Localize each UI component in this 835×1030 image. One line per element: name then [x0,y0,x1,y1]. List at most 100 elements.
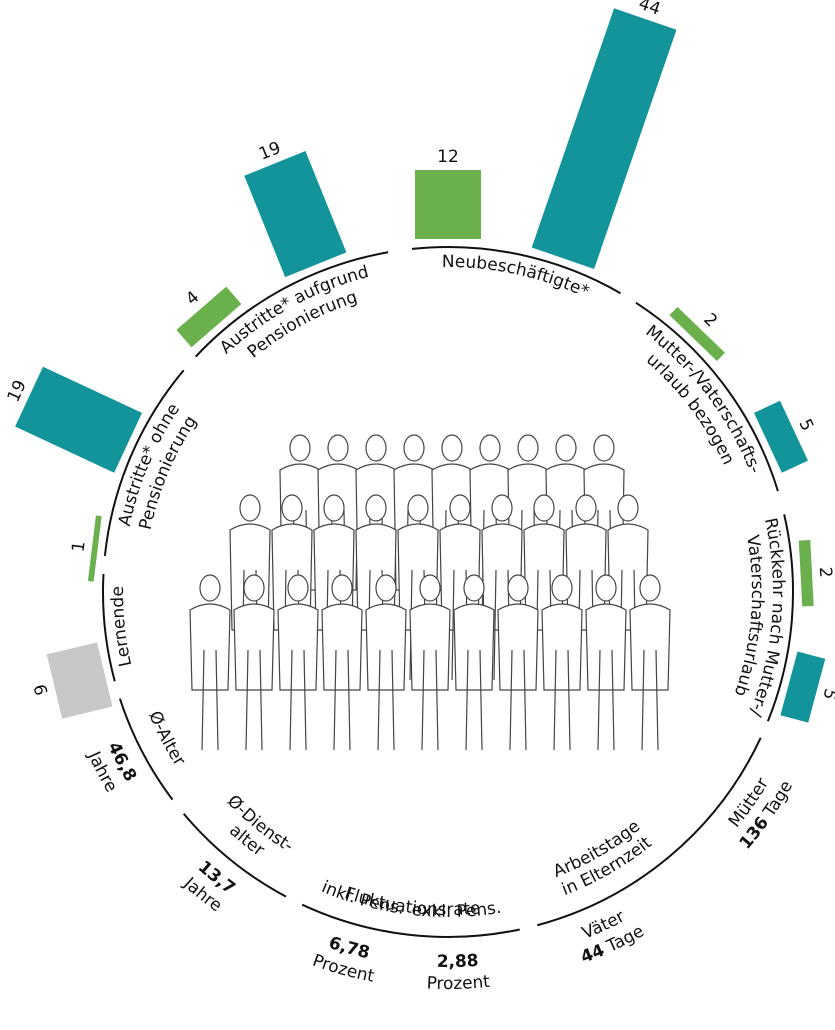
bar [753,400,808,473]
text-path: Ø-Alter [144,708,189,769]
text-path: inkl. Pens. [319,877,406,919]
bar-value: 44 [636,0,663,20]
person [453,574,495,751]
people-illustration [189,434,671,751]
bar-group: 12 [415,147,481,239]
arc-segment [118,698,174,801]
text-path: Lernende [108,586,136,668]
arc-segment [635,301,779,492]
bar-group: 9 [31,642,113,719]
person-head [323,494,345,522]
person [481,494,523,681]
person [541,574,583,751]
bar [669,306,725,361]
arc-segment [194,251,389,358]
bar [798,539,814,607]
bar-value: 12 [437,147,459,167]
person-head [243,574,265,602]
person [409,574,451,751]
person [497,574,539,751]
person-head [533,494,555,522]
arc-segment [182,813,287,898]
bar-value: 19 [256,138,284,165]
bar-group: 1 [68,515,102,582]
person-head [365,434,387,462]
bar [780,651,826,723]
person-head [449,494,471,522]
bar [87,515,102,582]
person-head [507,574,529,602]
person-head [639,574,661,602]
person-head [479,434,501,462]
curved-text: inkl. Pens. [319,877,406,919]
arc-segment [103,369,185,557]
person [365,574,407,751]
person-head [555,434,577,462]
person-head [287,574,309,602]
person [277,574,319,751]
text: Prozent [426,972,491,994]
person-body [189,603,231,751]
person-body [233,603,275,751]
bar-value: 1 [68,540,89,553]
bar [15,366,143,473]
bar-group: 19 [244,138,347,278]
bar [415,170,481,239]
bar-value: 2 [815,566,835,578]
person-head [199,574,221,602]
text-path: Prozent [426,972,491,994]
bar [531,8,677,269]
person-body [629,603,671,751]
arc-segment [301,903,520,938]
person-head [617,494,639,522]
text: Lernende [108,586,136,668]
arc-segment [411,246,621,295]
person-head [239,494,261,522]
person [565,494,607,681]
text-path: 2,88 [437,951,479,972]
person [629,574,671,751]
curved-text: Lernende [108,586,136,668]
text: 44 [578,940,607,967]
curved-text: Ø-Alter [144,708,189,769]
person-body [453,603,495,751]
person-body [277,603,319,751]
person-body [541,603,583,751]
text: 2,88 [437,951,479,972]
arc-segment [102,573,116,682]
person-head [441,434,463,462]
person [607,494,649,681]
bar [244,151,347,278]
person-head [289,434,311,462]
person-body [585,603,627,751]
curved-text: 2,88 [437,951,479,972]
person-head [407,494,429,522]
bar [46,642,113,719]
bar-value: 5 [818,686,835,702]
bar-group: 44 [531,0,677,269]
person-head [419,574,441,602]
person-head [517,434,539,462]
person-head [575,494,597,522]
person-head [463,574,485,602]
person-head [281,494,303,522]
bar-group: 5 [753,400,817,473]
curved-text: Prozent [426,972,491,994]
arc-segment [537,737,762,927]
person-head [375,574,397,602]
bar [176,286,242,348]
bar-value: 19 [4,377,31,405]
text: Ø-Alter [144,708,189,769]
text: inkl. Pens. [319,877,406,919]
bar-value: 9 [31,682,53,697]
person-head [593,434,615,462]
bar-value: 4 [182,287,203,309]
person-head [327,434,349,462]
person [439,494,481,681]
person [321,574,363,751]
bar-value: 5 [794,416,817,434]
person-body [497,603,539,751]
person-head [551,574,573,602]
person-head [331,574,353,602]
